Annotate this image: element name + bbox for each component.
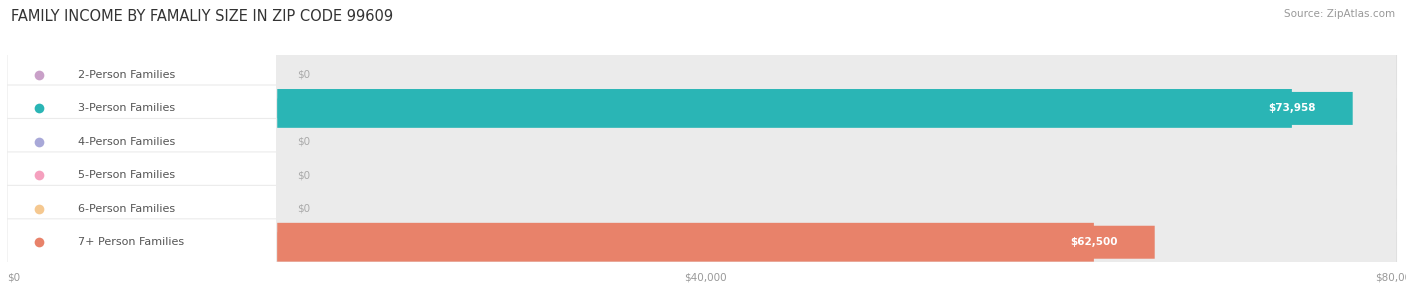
Text: 5-Person Families: 5-Person Families <box>77 170 174 180</box>
Text: 4-Person Families: 4-Person Families <box>77 137 174 147</box>
FancyBboxPatch shape <box>14 185 1396 232</box>
FancyBboxPatch shape <box>7 85 277 132</box>
FancyBboxPatch shape <box>14 118 1396 165</box>
Text: 3-Person Families: 3-Person Families <box>77 103 174 113</box>
FancyBboxPatch shape <box>14 152 1396 199</box>
FancyBboxPatch shape <box>7 118 277 165</box>
Text: $0: $0 <box>297 137 311 147</box>
Text: $0: $0 <box>297 204 311 214</box>
Text: 7+ Person Families: 7+ Person Families <box>77 237 184 247</box>
FancyBboxPatch shape <box>14 52 1396 99</box>
FancyBboxPatch shape <box>7 219 277 266</box>
Text: FAMILY INCOME BY FAMALIY SIZE IN ZIP CODE 99609: FAMILY INCOME BY FAMALIY SIZE IN ZIP COD… <box>11 9 394 24</box>
Text: $0: $0 <box>297 170 311 180</box>
FancyBboxPatch shape <box>14 219 1396 266</box>
FancyBboxPatch shape <box>14 223 1094 262</box>
Text: $73,958: $73,958 <box>1268 103 1316 113</box>
FancyBboxPatch shape <box>7 52 277 99</box>
Text: Source: ZipAtlas.com: Source: ZipAtlas.com <box>1284 9 1395 19</box>
Text: 6-Person Families: 6-Person Families <box>77 204 174 214</box>
FancyBboxPatch shape <box>14 85 1396 132</box>
Text: $0: $0 <box>297 70 311 80</box>
FancyBboxPatch shape <box>1232 92 1353 125</box>
FancyBboxPatch shape <box>14 89 1292 128</box>
FancyBboxPatch shape <box>7 152 277 199</box>
FancyBboxPatch shape <box>1033 226 1154 259</box>
FancyBboxPatch shape <box>7 185 277 232</box>
Text: $62,500: $62,500 <box>1070 237 1118 247</box>
Text: 2-Person Families: 2-Person Families <box>77 70 174 80</box>
